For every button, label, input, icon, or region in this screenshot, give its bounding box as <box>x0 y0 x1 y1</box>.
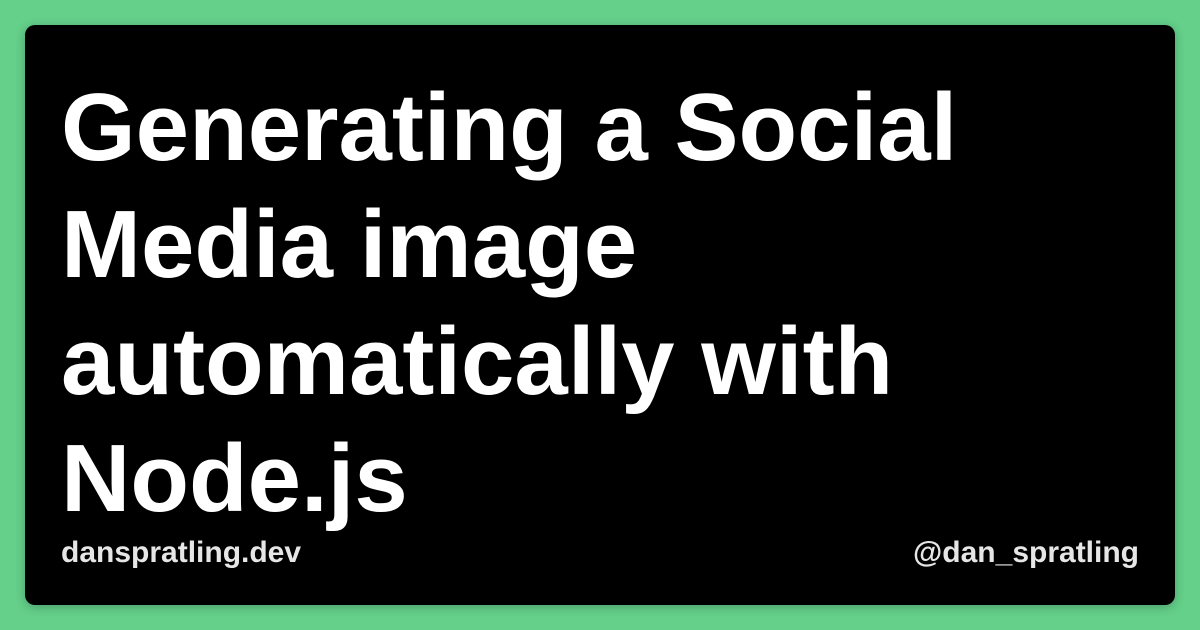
page-title: Generating a Social Media image automati… <box>61 74 958 532</box>
site-domain: danspratling.dev <box>61 536 302 569</box>
author-handle: @dan_spratling <box>913 536 1139 569</box>
social-card: Generating a Social Media image automati… <box>25 25 1175 605</box>
